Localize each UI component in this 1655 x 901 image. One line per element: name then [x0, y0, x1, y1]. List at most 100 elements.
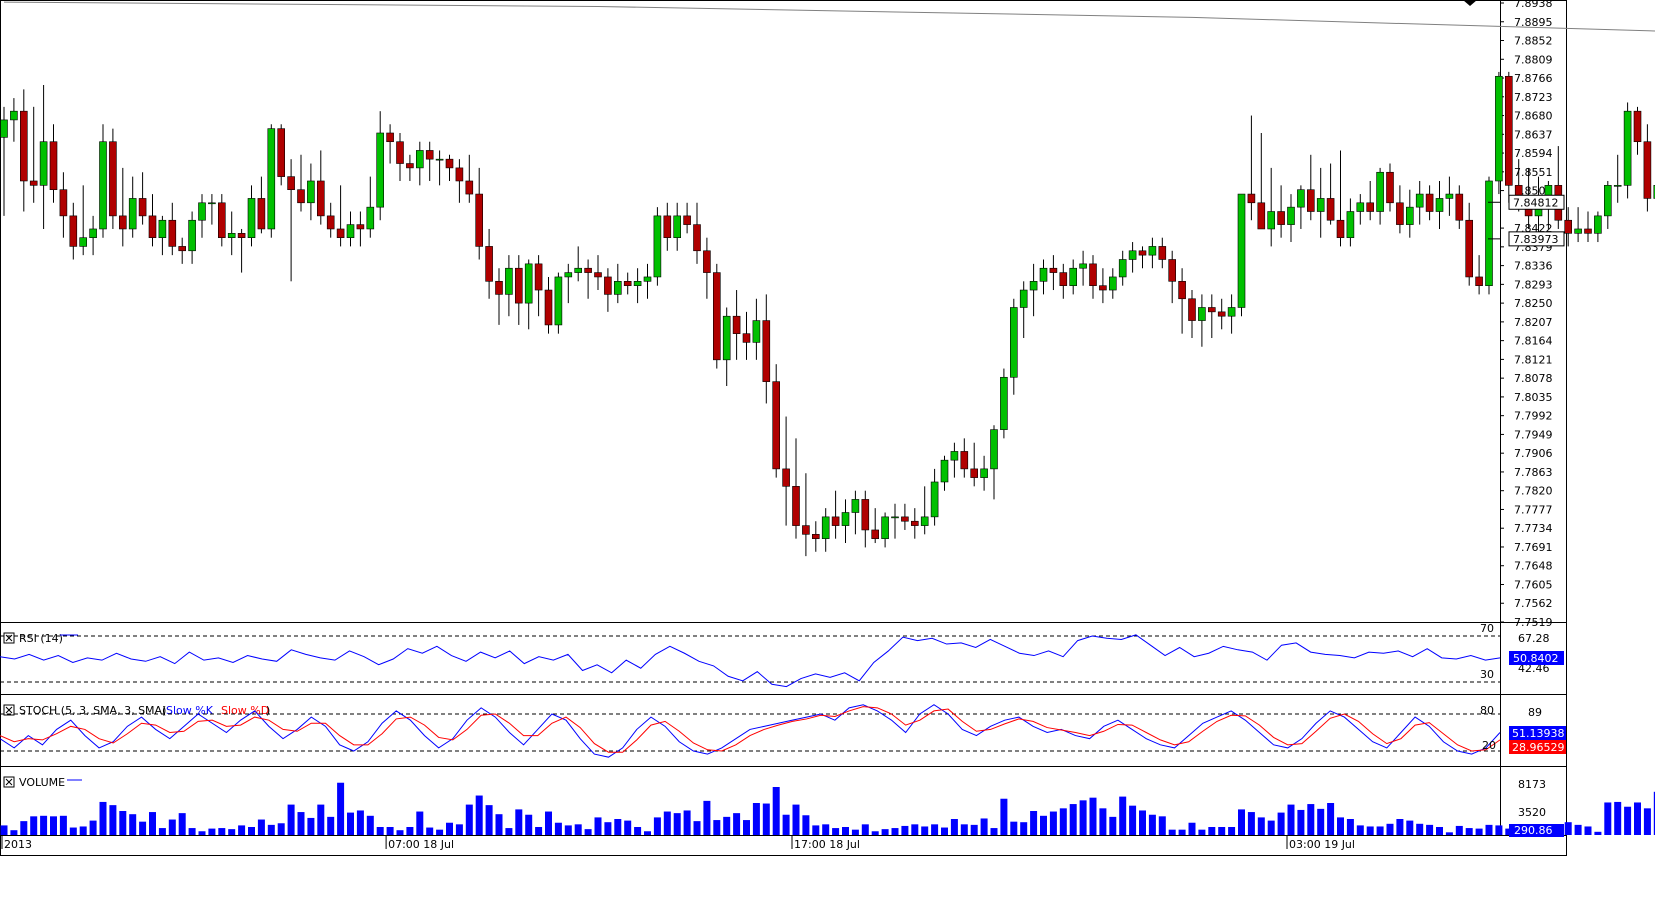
- bearish-candle: [684, 216, 691, 225]
- volume-title: VOLUME: [19, 776, 65, 789]
- volume-bar: [317, 805, 324, 835]
- bearish-candle: [743, 334, 750, 343]
- bearish-candle: [703, 251, 710, 273]
- bullish-candle: [505, 268, 512, 294]
- volume-bar: [565, 825, 572, 835]
- volume-bar: [208, 829, 215, 835]
- volume-bar: [456, 824, 463, 835]
- bearish-candle: [595, 273, 602, 277]
- volume-bar: [1614, 802, 1621, 835]
- rsi-tick-label: 67.28: [1518, 632, 1550, 645]
- bullish-candle: [931, 482, 938, 517]
- bearish-candle: [456, 168, 463, 181]
- bearish-candle: [1179, 281, 1186, 298]
- bearish-candle: [812, 534, 819, 538]
- bullish-candle: [1268, 212, 1275, 229]
- bearish-candle: [1337, 220, 1344, 237]
- bullish-candle: [921, 517, 928, 526]
- volume-tick-label: 8173: [1518, 778, 1546, 791]
- bullish-candle: [565, 273, 572, 277]
- bearish-candle: [733, 316, 740, 333]
- volume-bar: [1604, 802, 1611, 835]
- volume-bar: [634, 827, 641, 835]
- bullish-candle: [1614, 185, 1621, 186]
- volume-bar: [357, 810, 364, 835]
- bearish-candle: [515, 268, 522, 303]
- volume-bar: [812, 825, 819, 835]
- volume-bar: [1396, 819, 1403, 835]
- bearish-candle: [604, 277, 611, 294]
- bearish-candle: [1426, 194, 1433, 211]
- bullish-candle: [644, 277, 651, 281]
- bearish-candle: [218, 203, 225, 238]
- volume-bar: [1644, 808, 1651, 835]
- bullish-candle: [199, 203, 206, 220]
- volume-bar: [436, 830, 443, 835]
- volume-bar: [773, 787, 780, 835]
- bearish-candle: [278, 129, 285, 177]
- volume-bar: [139, 822, 146, 835]
- bullish-candle: [80, 238, 87, 247]
- volume-bar: [981, 818, 988, 835]
- bullish-candle: [822, 517, 829, 539]
- bearish-candle: [486, 246, 493, 281]
- volume-bar: [298, 812, 305, 835]
- bullish-candle: [575, 268, 582, 272]
- price-tick-label: 7.8336: [1514, 260, 1553, 273]
- price-tick-label: 7.8938: [1514, 0, 1553, 10]
- volume-bar: [991, 828, 998, 835]
- volume-bar: [1248, 812, 1255, 835]
- volume-bar: [1575, 825, 1582, 835]
- bullish-candle: [1575, 229, 1582, 233]
- current-price-label: 7.84812: [1513, 196, 1559, 209]
- volume-bar: [614, 819, 621, 835]
- volume-bar: [1347, 819, 1354, 835]
- bearish-candle: [1387, 172, 1394, 203]
- volume-bar: [1030, 811, 1037, 835]
- volume-bar: [40, 816, 47, 835]
- volume-bar: [832, 828, 839, 835]
- volume-bar: [10, 830, 17, 835]
- volume-bar: [971, 825, 978, 835]
- volume-bar: [951, 819, 958, 835]
- bearish-candle: [337, 229, 344, 238]
- rsi-title: RSI (14): [19, 632, 63, 645]
- volume-bar: [486, 805, 493, 835]
- volume-bar: [505, 828, 512, 835]
- volume-bar: [347, 813, 354, 835]
- volume-bar: [1139, 810, 1146, 835]
- volume-bar: [723, 817, 730, 835]
- bullish-candle: [1228, 307, 1235, 316]
- price-tick-label: 7.8121: [1514, 353, 1553, 366]
- volume-bar: [1090, 798, 1097, 835]
- volume-bar: [872, 831, 879, 835]
- volume-bar: [1278, 813, 1285, 835]
- bullish-candle: [1, 120, 8, 137]
- volume-bar: [1594, 832, 1601, 835]
- volume-bar: [842, 827, 849, 835]
- bullish-candle: [654, 216, 661, 277]
- volume-bar: [1020, 822, 1027, 835]
- bearish-candle: [901, 517, 908, 521]
- volume-bar: [278, 823, 285, 835]
- volume-bar: [129, 814, 136, 835]
- bullish-candle: [1070, 268, 1077, 285]
- bullish-candle: [555, 277, 562, 325]
- volume-bar: [159, 828, 166, 835]
- stoch-d-legend: Slow %D: [221, 704, 269, 717]
- bullish-candle: [1297, 190, 1304, 207]
- bearish-candle: [872, 530, 879, 539]
- bullish-candle: [1495, 76, 1502, 181]
- bearish-candle: [387, 133, 394, 142]
- volume-bar: [783, 815, 790, 835]
- bearish-candle: [169, 220, 176, 246]
- bearish-candle: [258, 198, 265, 229]
- stoch-title: STOCH (5, 3, SMA, 3, SMA): [19, 704, 166, 717]
- bearish-candle: [149, 216, 156, 238]
- volume-bar: [1040, 816, 1047, 835]
- bullish-candle: [941, 460, 948, 482]
- bearish-candle: [426, 150, 433, 159]
- bullish-candle: [90, 229, 97, 238]
- bearish-candle: [109, 142, 116, 216]
- volume-bars: [1, 783, 1655, 835]
